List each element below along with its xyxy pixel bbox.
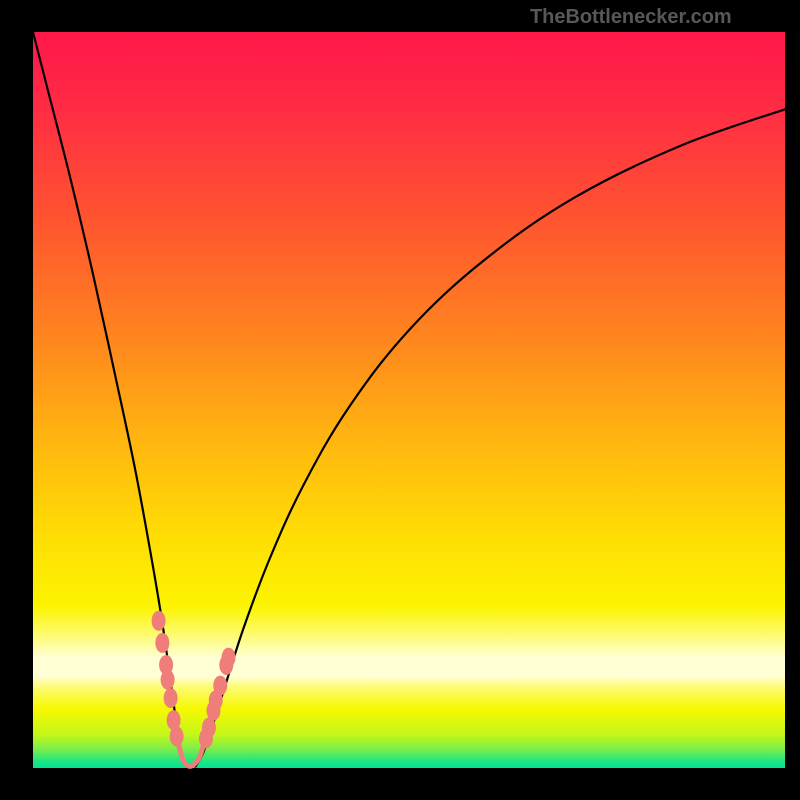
bead-left-4 — [164, 688, 178, 708]
bead-left-3 — [161, 670, 175, 690]
bead-right-4 — [213, 676, 227, 696]
chart-root: TheBottlenecker.com — [0, 0, 800, 800]
bead-left-1 — [155, 633, 169, 653]
watermark-text: TheBottlenecker.com — [530, 6, 732, 29]
gradient-background — [33, 32, 785, 768]
bead-left-0 — [152, 611, 166, 631]
plot-area — [0, 0, 800, 800]
bead-right-6 — [222, 648, 236, 668]
